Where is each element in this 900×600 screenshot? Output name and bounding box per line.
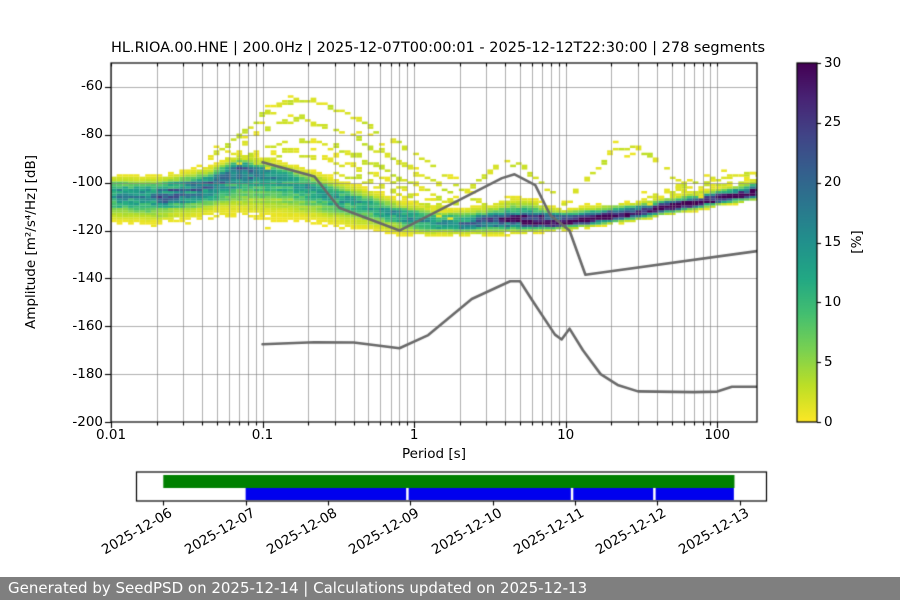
plot-title: HL.RIOA.00.HNE | 200.0Hz | 2025-12-07T00… [111,40,766,56]
colorbar-tick-label: 0 [824,413,833,430]
x-tick-label: 1 [409,427,419,443]
colorbar-tick-label: 30 [824,54,842,71]
y-tick-label: -180 [72,365,103,382]
y-tick-label: -160 [72,317,103,334]
x-tick-label: 0.1 [251,427,274,443]
footer-bar: Generated by SeedPSD on 2025-12-14 | Cal… [0,577,900,600]
x-tick-label: 10 [557,427,575,443]
x-tick-label: 100 [704,427,731,443]
y-axis-label: Amplitude [m²/s⁴/Hz] [dB] [23,154,39,330]
y-tick-label: -60 [80,78,103,95]
y-tick-label: -140 [72,269,103,286]
footer-text: Generated by SeedPSD on 2025-12-14 | Cal… [8,579,588,597]
colorbar-unit-label: [%] [849,230,865,254]
y-tick-label: -80 [80,126,103,143]
x-axis-label: Period [s] [402,446,466,462]
colorbar-tick-label: 20 [824,174,842,191]
colorbar-tick-label: 10 [824,293,842,310]
colorbar-tick-label: 15 [824,234,842,250]
y-tick-label: -120 [72,222,103,239]
y-tick-label: -200 [72,413,103,430]
y-tick-label: -100 [72,174,103,191]
colorbar-tick-label: 25 [824,114,842,131]
colorbar-tick-label: 5 [824,353,833,370]
x-tick-label: 0.01 [95,427,127,443]
